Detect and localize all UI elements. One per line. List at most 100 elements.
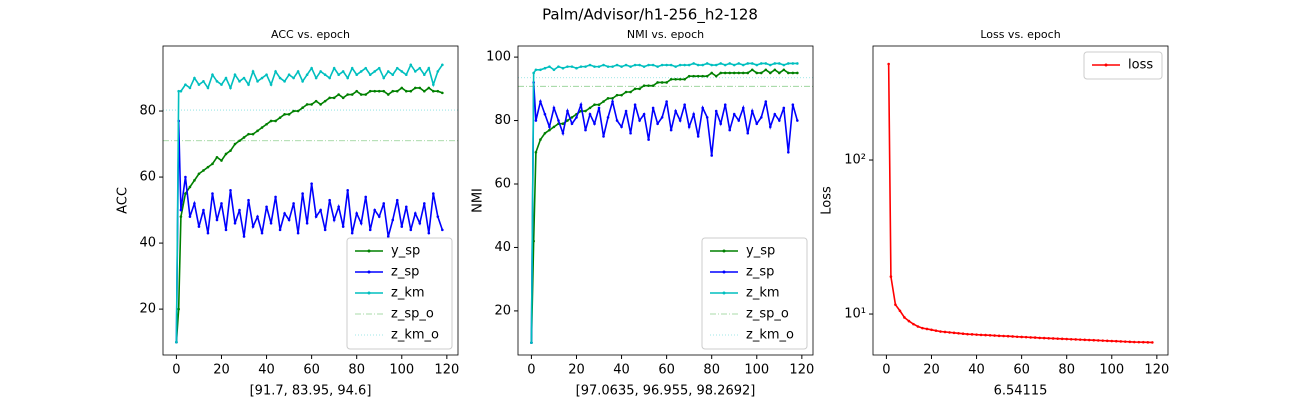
point — [611, 65, 614, 68]
point — [602, 135, 605, 138]
x-tick-label: 80 — [703, 363, 720, 378]
x-tick-label: 0 — [882, 363, 890, 378]
point — [328, 96, 331, 100]
point — [283, 212, 286, 215]
point — [561, 131, 565, 135]
point — [400, 225, 404, 228]
point — [332, 66, 336, 70]
point — [1128, 340, 1132, 344]
point — [427, 86, 431, 90]
point — [557, 65, 560, 68]
plot-area — [518, 62, 813, 344]
point — [1078, 338, 1082, 341]
point — [323, 228, 327, 232]
x-tick-label: 60 — [1013, 363, 1030, 378]
point — [1101, 339, 1105, 342]
x-tick-label: 40 — [613, 363, 630, 378]
point — [229, 149, 232, 152]
point — [539, 138, 542, 141]
point — [984, 333, 987, 337]
legend-label: z_km — [391, 286, 425, 301]
point — [1146, 341, 1150, 344]
point — [539, 100, 542, 103]
point — [242, 76, 246, 80]
point — [638, 87, 641, 91]
point — [359, 93, 363, 96]
point — [651, 84, 655, 87]
point — [355, 89, 358, 93]
point — [441, 91, 444, 95]
point — [656, 122, 659, 126]
point — [211, 73, 214, 77]
point — [215, 218, 219, 222]
point — [278, 76, 282, 80]
x-tick-label: 0 — [172, 363, 180, 378]
point — [184, 83, 187, 86]
point — [368, 228, 372, 232]
point — [566, 109, 569, 113]
point — [193, 76, 196, 80]
point — [629, 65, 632, 68]
point — [561, 66, 565, 70]
point — [323, 73, 327, 77]
point — [796, 119, 799, 122]
y-tick-label: 40 — [139, 236, 156, 251]
point — [898, 309, 902, 313]
point — [687, 74, 691, 78]
point — [409, 228, 413, 232]
point — [1047, 336, 1050, 340]
point — [224, 228, 228, 232]
point — [260, 126, 264, 129]
point — [773, 112, 777, 116]
point — [1042, 336, 1046, 340]
point — [903, 316, 906, 319]
legend-marker — [722, 249, 726, 253]
point — [332, 96, 336, 100]
point — [260, 76, 264, 80]
legend-marker — [367, 249, 371, 253]
point — [427, 231, 431, 235]
point — [710, 154, 713, 157]
point — [188, 86, 192, 90]
point — [177, 307, 180, 311]
point — [552, 106, 556, 110]
point — [714, 74, 718, 78]
point — [692, 74, 695, 78]
point — [656, 81, 659, 84]
point — [436, 89, 440, 93]
legend-label: y_sp — [391, 244, 420, 259]
point — [364, 66, 368, 70]
point — [265, 73, 268, 77]
point — [274, 70, 277, 73]
point — [647, 63, 650, 67]
y-tick-label: 100 — [486, 50, 511, 65]
point — [615, 63, 619, 67]
point — [368, 73, 372, 77]
point — [251, 225, 255, 228]
point — [1151, 341, 1154, 344]
point — [943, 330, 947, 334]
point — [188, 215, 192, 218]
point — [728, 128, 732, 132]
axes-frame — [162, 45, 459, 356]
point — [301, 106, 304, 110]
point — [382, 202, 386, 205]
point — [732, 63, 736, 67]
point — [377, 66, 381, 70]
point — [543, 131, 547, 135]
point — [364, 93, 368, 96]
point — [606, 116, 610, 119]
point — [764, 68, 768, 72]
point — [305, 221, 309, 225]
point — [988, 333, 992, 337]
point — [732, 112, 736, 116]
point — [319, 70, 322, 73]
point — [305, 73, 309, 77]
point — [247, 132, 250, 136]
point — [778, 71, 781, 75]
point — [1056, 337, 1059, 340]
point — [723, 63, 727, 67]
point — [238, 80, 241, 83]
point — [791, 71, 795, 75]
point — [355, 212, 358, 215]
